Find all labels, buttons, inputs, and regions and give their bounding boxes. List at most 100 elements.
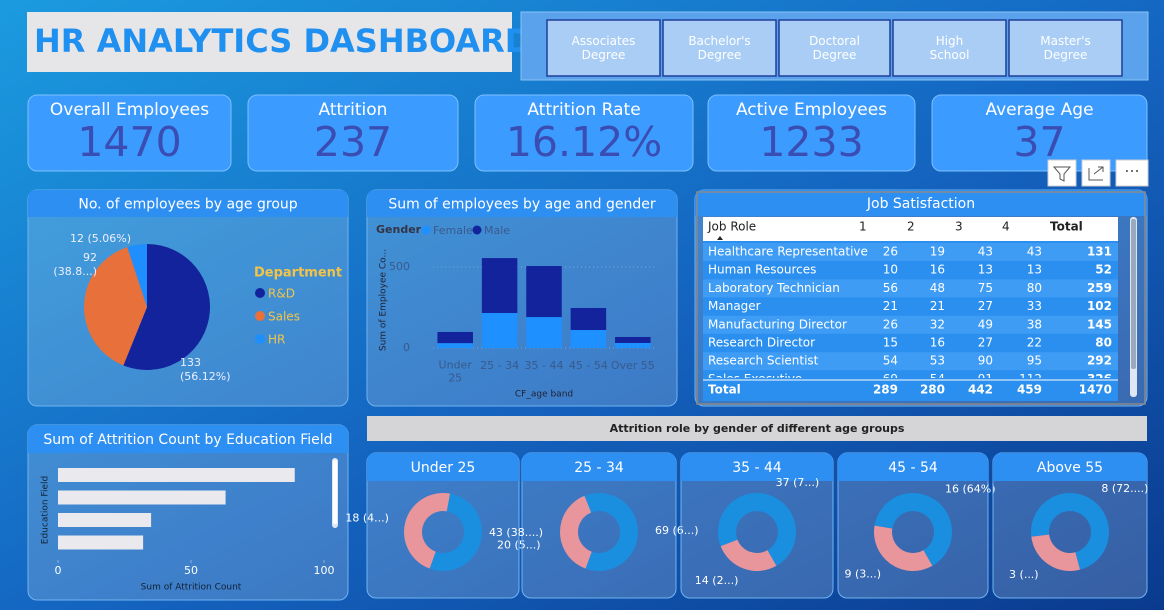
panel-title: 45 - 54 [888, 460, 938, 476]
donut-slice [584, 492, 638, 571]
legend-marker [255, 334, 265, 344]
more-glyph: ··· [1124, 162, 1139, 181]
panel-header [522, 453, 676, 481]
x-axis-label: CF_age band [515, 390, 573, 400]
table-header: 3 [955, 220, 963, 234]
pie-data-label: 12 (5.06%) [70, 232, 131, 245]
bar-segment [437, 343, 473, 348]
dashboard-title: HR ANALYTICS DASHBOARD [34, 22, 531, 60]
table-cell: Manufacturing Director [708, 317, 847, 331]
table-cell: 91 [978, 372, 993, 386]
x-tick-label: 100 [314, 564, 335, 577]
panel-title: Under 25 [411, 460, 476, 476]
panel-header [695, 190, 1147, 216]
slicer-option: Bachelor's Degree [688, 34, 750, 62]
x-tick-label: Under 25 [439, 359, 473, 385]
panel-header [681, 453, 833, 481]
table-total-cell: 289 [873, 383, 898, 397]
legend-label: Female [433, 224, 473, 237]
kpi-value: 16.12% [506, 118, 662, 166]
table-row [703, 261, 1118, 280]
table-cell: 102 [1087, 299, 1112, 313]
donut-data-label: 9 (3...) [844, 568, 881, 581]
scrollbar-thumb[interactable] [333, 460, 337, 524]
y-tick-label: 500 [389, 260, 410, 273]
slicer-button[interactable] [662, 19, 777, 77]
kpi-card [931, 94, 1148, 172]
x-tick-label: 45 - 54 [569, 359, 608, 372]
kpi-value: 237 [314, 118, 392, 166]
table-cell: 131 [1087, 245, 1112, 259]
banner-text: Attrition role by gender of different ag… [610, 422, 905, 435]
kpi-card [474, 94, 694, 172]
y-axis-label: Sum of Employee Co... [379, 249, 389, 351]
kpi-value: 1470 [77, 118, 181, 166]
table-cell: 13 [978, 263, 993, 277]
bar [58, 490, 226, 505]
table-cell: 54 [930, 372, 945, 386]
slicer-button[interactable] [778, 19, 891, 77]
table-cell: 48 [930, 281, 945, 295]
panel-title: 35 - 44 [732, 460, 782, 476]
focus-glyph [1088, 166, 1104, 181]
panel-header [838, 453, 988, 481]
bar-segment [526, 317, 562, 348]
slicer-option: Master's Degree [1040, 34, 1091, 62]
table-total-cell: 442 [968, 383, 993, 397]
bar-segment [615, 336, 651, 343]
y-axis-label: Education Field [41, 476, 51, 544]
table-cell: Laboratory Technician [708, 281, 840, 295]
slicer-button[interactable] [1008, 19, 1123, 77]
slicer-option: Associates Degree [572, 34, 636, 62]
kpi-label: Average Age [985, 100, 1093, 120]
table-header: 4 [1002, 220, 1010, 234]
table-cell: 33 [1027, 299, 1042, 313]
kpi-card [247, 94, 459, 172]
kpi-label: Attrition Rate [527, 100, 640, 120]
x-tick-label: Over 55 [611, 359, 655, 372]
table-cell: 38 [1027, 317, 1042, 331]
donut-data-label: 37 (7...) [776, 476, 820, 489]
kpi-value: 37 [1013, 118, 1065, 166]
donut-data-label: 18 (4...) [345, 511, 389, 524]
x-axis-label: Sum of Attrition Count [141, 583, 242, 593]
bar-segment [570, 330, 607, 348]
table-cell: 53 [930, 354, 945, 368]
table-cell: 22 [1027, 336, 1042, 350]
table-rows: Healthcare Representative 26 19 43 43 131 Huma… [703, 243, 1118, 386]
table-scroll-thumb[interactable] [1131, 219, 1136, 369]
table-cell: 26 [883, 317, 898, 331]
panel-title: Sum of employees by age and gender [388, 197, 655, 213]
table-cell: 54 [883, 354, 898, 368]
table-cell: 75 [978, 281, 993, 295]
table-cell: Manager [708, 299, 761, 313]
filter-icon[interactable] [1047, 159, 1077, 187]
slicer-button[interactable] [892, 19, 1007, 77]
table-cell: 16 [930, 263, 945, 277]
table-cell: 112 [1019, 372, 1042, 386]
table-total-cell: Total [708, 383, 741, 397]
banner [367, 416, 1147, 441]
panel-title: Above 55 [1037, 460, 1103, 476]
table-cell: 26 [883, 245, 898, 259]
title-box [27, 12, 512, 72]
donut-slice [874, 525, 933, 571]
table-cell: 21 [930, 299, 945, 313]
slicer-button[interactable] [546, 19, 661, 77]
table-cell: Research Scientist [708, 354, 819, 368]
legend-title: Gender [376, 223, 422, 236]
more-icon[interactable] [1115, 159, 1149, 187]
donut-data-label: 20 (5...) [497, 539, 541, 552]
table-header: 2 [907, 220, 915, 234]
slicer-option: High School [930, 34, 970, 62]
bar-segment [526, 266, 562, 318]
donut-data-label: 3 (...) [1009, 568, 1039, 581]
table-cell: 52 [1095, 263, 1112, 277]
sort-arrow [717, 236, 723, 240]
table-cell: 80 [1027, 281, 1042, 295]
donut-slice [1031, 534, 1081, 571]
table-header: 1 [859, 220, 867, 234]
donut-slice [429, 493, 483, 572]
